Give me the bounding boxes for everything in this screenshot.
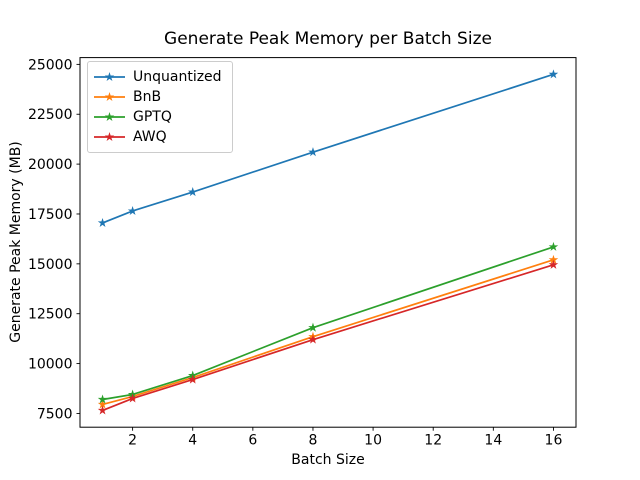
legend-item-unquantized: Unquantized <box>93 67 222 87</box>
line-star-icon <box>94 132 125 142</box>
chart-title: Generate Peak Memory per Batch Size <box>164 29 492 49</box>
legend-label: AWQ <box>133 129 167 145</box>
line-star-icon <box>94 112 125 122</box>
legend-item-bnb: BnB <box>93 87 222 107</box>
svg-text:15000: 15000 <box>28 257 73 273</box>
legend-item-awq: AWQ <box>93 127 222 147</box>
svg-text:10000: 10000 <box>28 357 73 373</box>
svg-text:14: 14 <box>484 433 502 449</box>
legend-label: BnB <box>133 89 162 105</box>
y-axis-label: Generate Peak Memory (MB) <box>8 141 24 343</box>
svg-text:25000: 25000 <box>28 57 73 73</box>
svg-text:10: 10 <box>364 433 382 449</box>
svg-text:20000: 20000 <box>28 157 73 173</box>
svg-text:7500: 7500 <box>37 406 73 422</box>
legend-label: GPTQ <box>133 109 172 125</box>
svg-text:12500: 12500 <box>28 307 73 323</box>
line-star-icon <box>94 92 125 102</box>
svg-text:17500: 17500 <box>28 207 73 223</box>
svg-text:8: 8 <box>309 433 318 449</box>
svg-text:2: 2 <box>128 433 137 449</box>
x-axis-label: Batch Size <box>291 452 365 468</box>
svg-text:22500: 22500 <box>28 107 73 123</box>
svg-text:6: 6 <box>248 433 257 449</box>
line-star-icon <box>94 72 125 82</box>
legend-item-gptq: GPTQ <box>93 107 222 127</box>
svg-text:4: 4 <box>188 433 197 449</box>
svg-text:16: 16 <box>545 433 563 449</box>
svg-text:12: 12 <box>424 433 442 449</box>
legend: Unquantized BnB GPTQ AWQ <box>87 61 233 153</box>
legend-label: Unquantized <box>133 69 222 85</box>
